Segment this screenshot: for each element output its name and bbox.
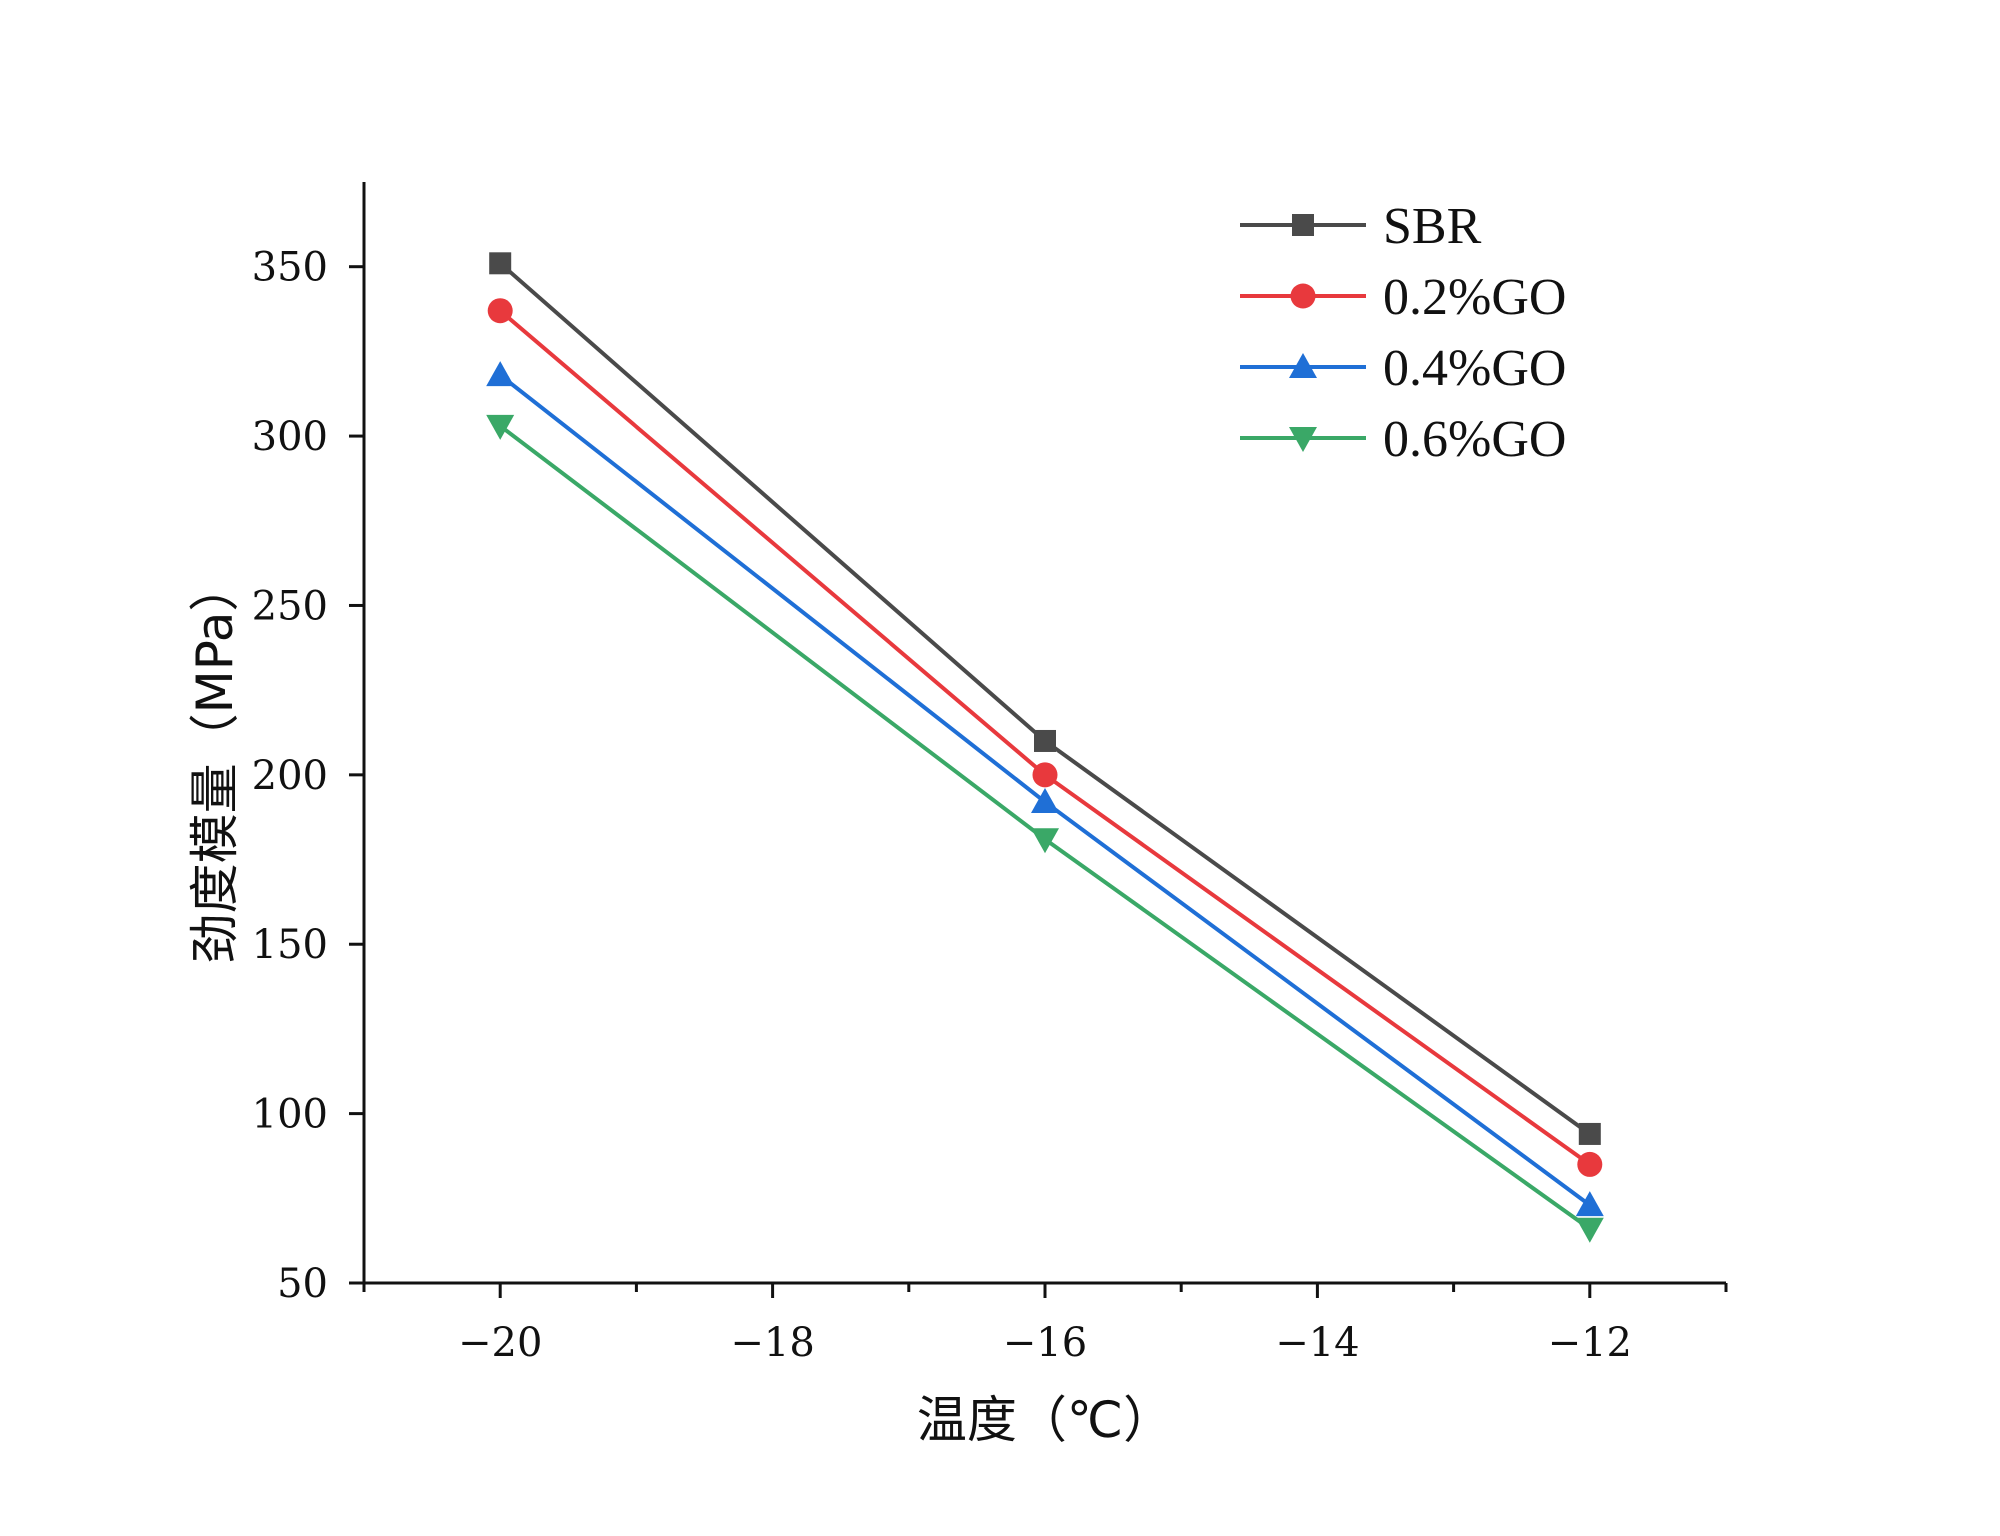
legend-item: 0.6%GO [1240, 411, 1566, 468]
x-tick-label: −20 [458, 1320, 542, 1366]
x-tick-label: −14 [1275, 1320, 1359, 1366]
legend-marker [1289, 353, 1317, 378]
y-tick-label: 350 [252, 245, 328, 291]
legend-label: 0.6%GO [1383, 411, 1566, 468]
legend-label: 0.2%GO [1383, 269, 1566, 326]
axes: −20 −18 −16 −14 −12 50 100 150 200 250 300 350 [252, 182, 1728, 1366]
legend-item: 0.4%GO [1240, 340, 1566, 397]
x-axis-title: 温度（℃） [917, 1391, 1173, 1449]
y-tick-label: 50 [277, 1261, 328, 1307]
data-point [1577, 1151, 1603, 1177]
data-point [1034, 729, 1056, 752]
series-0.2%GO [487, 298, 1603, 1177]
y-tick-label: 250 [252, 583, 328, 629]
series-0.4%GO [486, 361, 1604, 1217]
x-tick-label: −12 [1548, 1320, 1632, 1366]
y-tick-label: 300 [252, 414, 328, 460]
x-tick-label: −16 [1003, 1320, 1087, 1366]
legend-label: 0.4%GO [1383, 340, 1566, 397]
legend-label: SBR [1383, 198, 1482, 255]
data-point [489, 252, 512, 275]
data-point [1031, 828, 1059, 854]
data-point [486, 414, 515, 440]
data-point [1032, 762, 1058, 788]
data-point [1575, 1217, 1604, 1243]
y-tick-label: 200 [252, 753, 328, 799]
series-SBR [489, 252, 1601, 1145]
series-0.6%GO [486, 414, 1604, 1243]
series-line [498, 424, 1591, 1231]
data-point [1575, 1191, 1604, 1217]
x-tick-label: −18 [730, 1320, 814, 1366]
legend-item: 0.2%GO [1240, 269, 1566, 326]
series-layer [486, 252, 1604, 1243]
legend: SBR 0.2%GO 0.4%GO 0.6%GO [1240, 198, 1566, 468]
legend-marker [1290, 283, 1316, 309]
legend-marker [1289, 427, 1317, 452]
data-point [1031, 787, 1059, 813]
legend-item: SBR [1240, 198, 1482, 255]
data-point [486, 361, 515, 387]
y-tick-label: 150 [252, 922, 328, 968]
data-point [1578, 1122, 1601, 1145]
legend-marker [1292, 214, 1314, 236]
y-tick-label: 100 [252, 1092, 328, 1138]
y-axis-title: 劲度模量（MPa） [186, 562, 244, 964]
data-point [487, 298, 513, 324]
